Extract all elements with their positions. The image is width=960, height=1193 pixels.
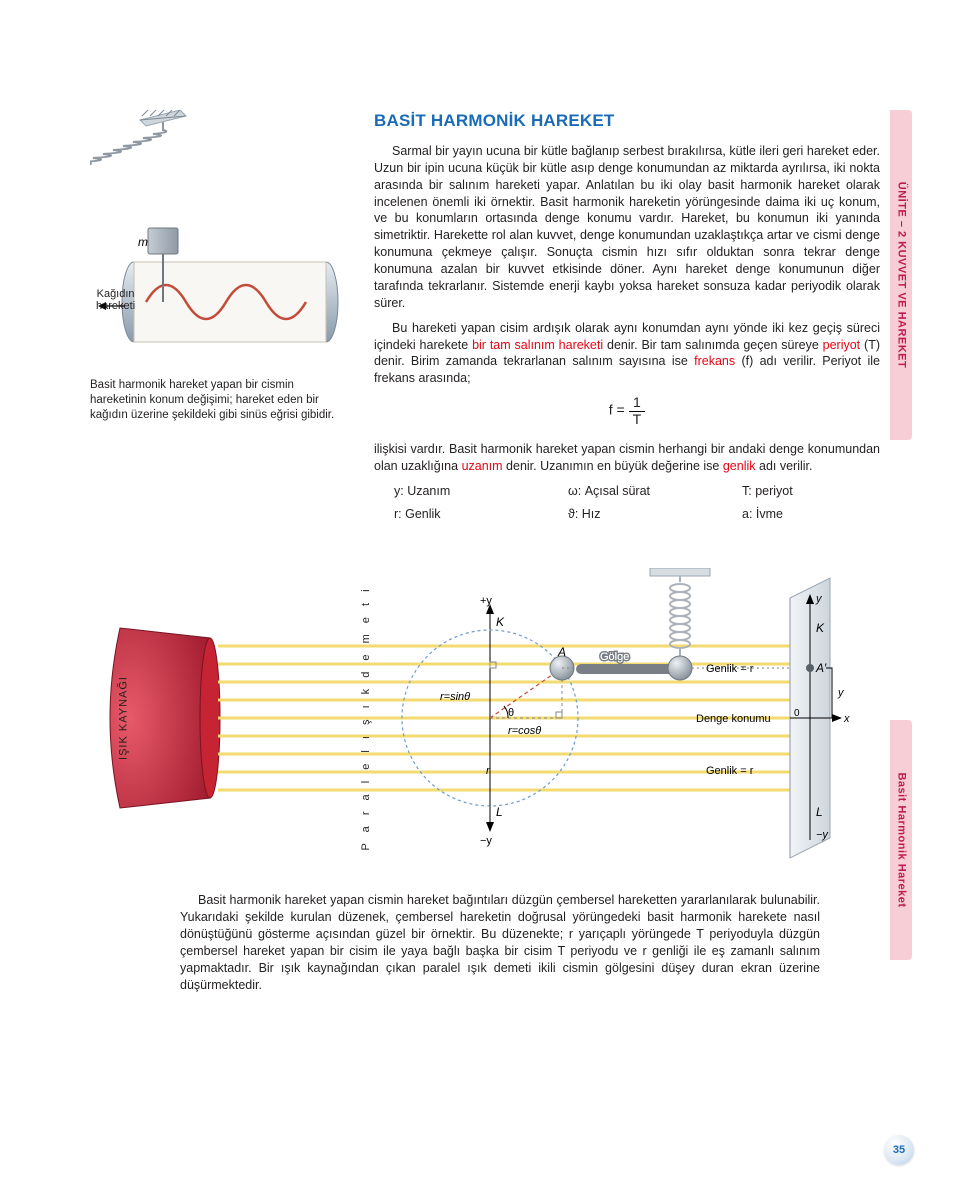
svg-text:−y: −y	[816, 829, 829, 841]
svg-text:0: 0	[794, 708, 800, 719]
svg-text:Denge konumu: Denge konumu	[696, 713, 771, 725]
side-tab-unit-text: ÜNİTE – 2 KUVVET VE HAREKET	[894, 182, 909, 368]
svg-text:y: y	[837, 687, 845, 699]
spring-mass-figure: m Kağıdın hareketi	[90, 110, 350, 370]
paragraph-2: Bu hareketi yapan cisim ardışık olarak a…	[374, 320, 880, 388]
side-tab-topic-text: Basit Harmonik Hareket	[894, 772, 909, 907]
paper-motion-label: Kağıdın hareketi	[96, 288, 135, 312]
spring-figure-caption: Basit harmonik hareket yapan bir cismin …	[90, 378, 350, 423]
svg-text:θ: θ	[508, 707, 514, 719]
svg-text:+y: +y	[480, 595, 492, 607]
svg-text:K: K	[816, 621, 825, 635]
formula-frequency: f = 1T	[374, 395, 880, 427]
svg-text:x: x	[843, 713, 850, 725]
svg-text:Gölge: Gölge	[600, 651, 629, 663]
paragraph-1: Sarmal bir yayın ucuna bir kütle bağlanı…	[374, 143, 880, 312]
light-source-label: IŞIK KAYNAĞI	[117, 677, 132, 761]
side-tab-topic: Basit Harmonik Hareket	[890, 720, 912, 960]
side-tab-unit: ÜNİTE – 2 KUVVET VE HAREKET	[890, 110, 912, 440]
svg-text:r=cosθ: r=cosθ	[508, 725, 541, 737]
paragraph-bottom: Basit harmonik hareket yapan cismin hare…	[180, 892, 820, 993]
svg-text:K: K	[496, 615, 505, 629]
symbol-definitions: y: Uzanım r: Genlik ω: Açısal sürat ϑ: H…	[394, 483, 880, 529]
svg-text:Genlik = r: Genlik = r	[706, 663, 754, 675]
svg-text:r=sinθ: r=sinθ	[440, 691, 470, 703]
svg-text:A: A	[557, 645, 566, 659]
svg-text:−y: −y	[480, 835, 492, 847]
projection-diagram: IŞIK KAYNAĞI P a r a l e l ı ş ı k d e m…	[90, 568, 880, 868]
mass-label: m	[138, 235, 148, 249]
svg-text:L: L	[496, 805, 503, 819]
page-number: 35	[884, 1135, 914, 1165]
svg-text:L: L	[816, 805, 823, 819]
svg-text:A′: A′	[815, 661, 827, 675]
paragraph-3: ilişkisi vardır. Basit harmonik hareket …	[374, 441, 880, 475]
parallel-beam-label: P a r a l e l ı ş ı k d e m e t i	[359, 586, 374, 851]
svg-text:Genlik = r: Genlik = r	[706, 765, 754, 777]
section-title: BASİT HARMONİK HAREKET	[374, 110, 880, 133]
